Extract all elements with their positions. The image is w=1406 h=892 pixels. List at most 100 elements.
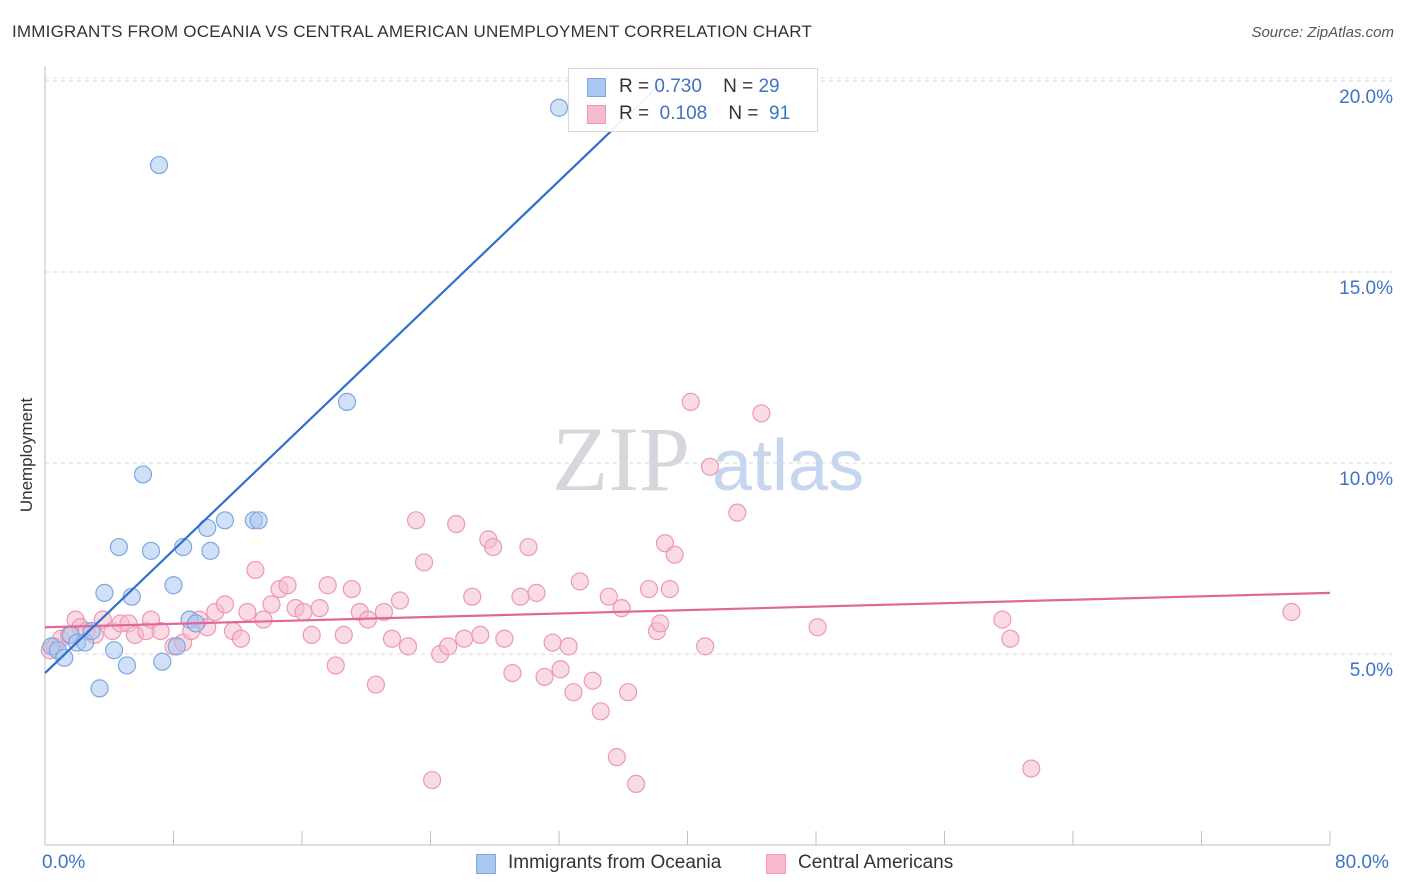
data-point-oceania: [164, 576, 183, 595]
data-point-central-americans: [471, 625, 490, 645]
data-point-central-americans: [231, 629, 251, 648]
y-tick-label: 15.0%: [1339, 278, 1393, 299]
data-point-central-americans: [599, 587, 618, 606]
correlation-legend: R = 0.730 N = 29 R = 0.108 N = 91: [568, 68, 818, 132]
data-point-central-americans: [665, 545, 684, 564]
x-tick-label: 0.0%: [42, 852, 86, 873]
n-value: 29: [758, 76, 780, 97]
data-point-central-americans: [495, 629, 514, 648]
data-point-oceania: [198, 518, 217, 538]
data-point-central-americans: [151, 621, 170, 641]
data-point-oceania: [167, 637, 186, 656]
data-point-central-americans: [728, 503, 747, 522]
r-value: 0.108: [659, 103, 708, 124]
data-point-central-americans: [564, 683, 583, 702]
data-point-central-americans: [278, 576, 297, 595]
data-point-oceania: [215, 511, 234, 530]
watermark-atlas: atlas: [712, 426, 864, 506]
data-point-oceania: [201, 541, 220, 560]
data-point-oceania: [149, 155, 169, 175]
chart-title: IMMIGRANTS FROM OCEANIA VS CENTRAL AMERI…: [12, 22, 813, 41]
data-point-central-americans: [511, 587, 530, 606]
legend-swatch-pink: [766, 854, 786, 874]
data-point-central-americans: [583, 671, 602, 690]
data-point-central-americans: [254, 610, 273, 629]
data-point-central-americans: [246, 560, 265, 580]
data-point-oceania: [337, 392, 357, 411]
data-point-central-americans: [262, 595, 281, 614]
data-point-central-americans: [374, 602, 394, 622]
data-point-central-americans: [993, 610, 1012, 629]
data-point-oceania: [90, 679, 109, 698]
trend-lines: [44, 80, 1331, 674]
data-point-central-americans: [519, 537, 538, 557]
data-point-central-americans: [626, 774, 646, 793]
data-point-central-americans: [660, 579, 679, 599]
data-point-central-americans: [439, 637, 458, 656]
data-point-central-americans: [1022, 759, 1041, 778]
data-point-central-americans: [559, 637, 578, 656]
data-point-central-americans: [503, 663, 522, 683]
n-value: 91: [769, 103, 791, 124]
data-point-central-americans: [310, 599, 329, 618]
data-point-central-americans: [390, 591, 410, 610]
data-point-central-americans: [607, 748, 626, 767]
series-immigrants-from-oceania: [42, 98, 569, 698]
data-point-central-americans: [808, 618, 827, 637]
data-point-oceania: [95, 583, 114, 602]
data-point-central-americans: [334, 625, 353, 645]
data-point-central-americans: [423, 770, 442, 790]
data-point-central-americans: [238, 602, 257, 622]
y-axis-label: Unemployment: [17, 397, 36, 513]
watermark-zip: ZIP: [552, 408, 690, 510]
x-tick-label: 80.0%: [1335, 852, 1389, 873]
data-point-central-americans: [535, 667, 554, 687]
r-label: R =: [619, 76, 650, 97]
data-point-central-americans: [447, 515, 466, 534]
data-point-central-americans: [752, 404, 771, 423]
legend-label: Central Americans: [798, 852, 954, 873]
n-label: N =: [723, 76, 754, 97]
data-point-oceania: [249, 511, 268, 530]
data-point-central-americans: [318, 576, 337, 595]
y-tick-label: 10.0%: [1339, 469, 1393, 490]
legend-swatch-blue: [476, 854, 496, 874]
data-point-oceania: [117, 656, 137, 675]
r-value: 0.730: [654, 76, 702, 97]
data-point-central-americans: [342, 579, 361, 599]
axes: [44, 66, 1331, 846]
data-point-oceania: [549, 98, 569, 117]
source-label: Source: ZipAtlas.com: [1251, 24, 1394, 41]
data-point-central-americans: [366, 675, 385, 694]
data-point-oceania: [104, 641, 124, 660]
data-point-central-americans: [696, 637, 715, 656]
data-point-central-americans: [570, 572, 589, 591]
watermark: ZIP atlas: [552, 408, 864, 510]
n-label: N =: [728, 103, 759, 124]
data-point-central-americans: [302, 625, 321, 645]
data-point-central-americans: [463, 587, 482, 606]
data-point-oceania: [174, 537, 193, 557]
data-point-central-americans: [700, 457, 720, 476]
data-point-central-americans: [1001, 629, 1020, 648]
data-point-central-americans: [414, 553, 434, 572]
data-point-central-americans: [294, 602, 313, 622]
trend-line-central-americans: [44, 591, 1331, 629]
data-point-central-americans: [651, 614, 670, 633]
data-point-central-americans: [215, 595, 234, 614]
data-point-central-americans: [326, 656, 345, 675]
legend-swatch-pink: [587, 105, 606, 124]
data-point-central-americans: [1282, 602, 1301, 622]
trend-line-oceania: [44, 80, 665, 674]
data-point-central-americans: [639, 579, 659, 599]
data-point-central-americans: [398, 637, 418, 656]
data-point-central-americans: [484, 537, 503, 557]
data-point-oceania: [153, 652, 172, 671]
data-point-oceania: [141, 541, 161, 560]
series-central-americans: [40, 392, 1301, 793]
data-point-central-americans: [406, 511, 426, 530]
data-point-central-americans: [612, 599, 631, 618]
data-point-central-americans: [527, 583, 546, 602]
legend-swatch-blue: [587, 78, 606, 97]
y-tick-label: 5.0%: [1349, 660, 1393, 681]
